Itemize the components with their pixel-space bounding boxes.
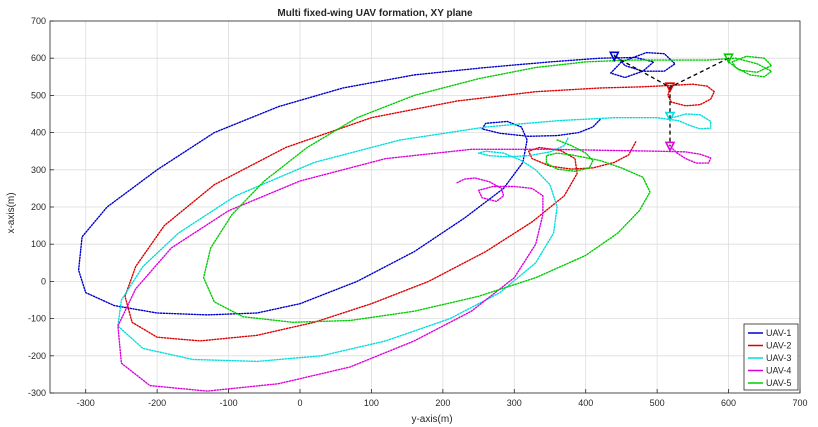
x-tick-label: 600 — [721, 398, 736, 408]
series-line-uav-5 — [202, 55, 773, 323]
uav-marker-uav-3 — [664, 111, 676, 123]
legend-label-uav-4: UAV-4 — [766, 366, 791, 376]
x-tick-label: -300 — [77, 398, 95, 408]
legend: UAV-1 UAV-2 UAV-3 UAV-4 UAV-5 — [743, 323, 799, 391]
plot-series — [77, 51, 773, 392]
y-tick-label: 200 — [31, 202, 46, 212]
y-tick-label: 700 — [31, 16, 46, 26]
y-tick-label: -100 — [28, 314, 46, 324]
y-tick-label: 0 — [41, 276, 46, 286]
y-tick-label: -200 — [28, 351, 46, 361]
x-axis-label: y-axis(m) — [411, 414, 452, 425]
uav-marker-uav-1 — [608, 51, 620, 63]
y-tick-label: 400 — [31, 128, 46, 138]
legend-box — [743, 323, 799, 391]
x-tick-label: 700 — [792, 398, 807, 408]
legend-label-uav-5: UAV-5 — [766, 378, 791, 388]
x-tick-label: 400 — [578, 398, 593, 408]
formation-links — [613, 55, 729, 147]
legend-label-uav-2: UAV-2 — [766, 341, 791, 351]
series-line-uav-3 — [117, 113, 712, 363]
uav-marker-uav-5 — [723, 53, 734, 64]
axis-ticks: -300 -200 -100 0 100 200 300 400 500 600 700 -300 -2… — [28, 16, 808, 408]
x-tick-label: -200 — [148, 398, 166, 408]
series-line-uav-1 — [77, 51, 676, 316]
y-tick-label: 100 — [31, 239, 46, 249]
legend-label-uav-1: UAV-1 — [766, 328, 791, 338]
uav-marker-uav-4 — [664, 141, 676, 153]
uav-markers — [608, 51, 734, 153]
y-tick-label: 500 — [31, 90, 46, 100]
x-tick-label: 0 — [297, 398, 302, 408]
y-tick-label: -300 — [28, 388, 46, 398]
x-tick-label: -100 — [220, 398, 238, 408]
y-tick-label: 300 — [31, 165, 46, 175]
x-tick-label: 200 — [435, 398, 450, 408]
x-tick-label: 500 — [650, 398, 665, 408]
legend-label-uav-3: UAV-3 — [766, 353, 791, 363]
formation-link — [669, 57, 729, 88]
y-tick-label: 600 — [31, 53, 46, 63]
y-axis-label: x-axis(m) — [6, 192, 17, 233]
chart-title: Multi fixed-wing UAV formation, XY plane — [277, 8, 473, 19]
uav-marker-uav-2 — [664, 82, 676, 94]
x-tick-label: 100 — [364, 398, 379, 408]
formation-link — [613, 55, 671, 88]
series-line-uav-2 — [124, 83, 715, 342]
x-tick-label: 300 — [507, 398, 522, 408]
series-line-uav-4 — [117, 146, 712, 392]
